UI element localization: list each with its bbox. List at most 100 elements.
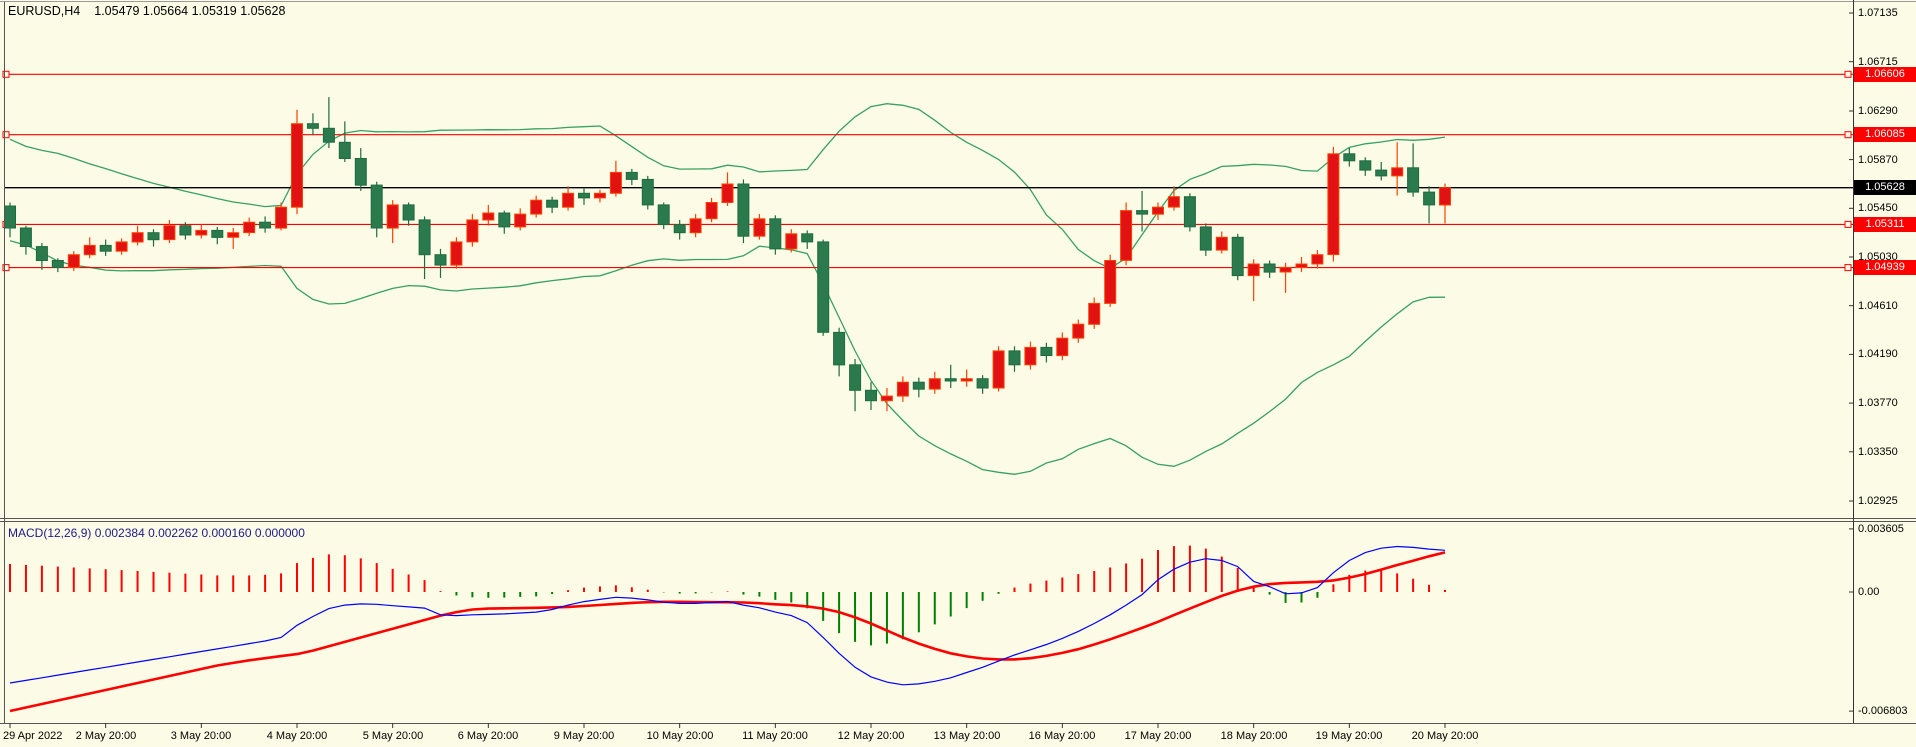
current-price-badge: 1.05628 bbox=[1854, 180, 1916, 195]
candle bbox=[530, 199, 543, 215]
candle bbox=[1152, 206, 1164, 215]
time-axis-label: 29 Apr 2022 bbox=[3, 730, 63, 742]
candle bbox=[498, 212, 511, 228]
candle bbox=[466, 219, 479, 243]
candle bbox=[179, 225, 192, 236]
candle bbox=[1247, 263, 1260, 277]
candle bbox=[1199, 226, 1212, 251]
time-axis-label: 12 May 20:00 bbox=[837, 730, 905, 742]
candle bbox=[131, 232, 144, 243]
candle bbox=[801, 233, 814, 243]
price-axis-label: 1.02925 bbox=[1858, 495, 1898, 507]
macd-indicator-label: MACD(12,26,9) 0.002384 0.002262 0.000160… bbox=[8, 526, 305, 540]
price-level-badge: 1.06606 bbox=[1854, 67, 1916, 82]
candle bbox=[211, 229, 224, 238]
candle bbox=[625, 171, 638, 180]
candle bbox=[1183, 196, 1196, 228]
candle bbox=[35, 246, 48, 262]
price-axis-label: 1.05450 bbox=[1858, 202, 1898, 214]
candle bbox=[562, 192, 575, 208]
line-drag-handle[interactable] bbox=[1844, 220, 1852, 228]
candle bbox=[944, 378, 957, 382]
time-axis-label: 17 May 20:00 bbox=[1124, 730, 1192, 742]
candle bbox=[83, 244, 96, 256]
candle bbox=[865, 389, 877, 402]
candle bbox=[737, 183, 750, 237]
candle bbox=[1120, 210, 1133, 261]
candle bbox=[1072, 323, 1085, 339]
candle bbox=[243, 221, 256, 234]
candle bbox=[1423, 191, 1436, 206]
candle bbox=[386, 204, 399, 229]
candle bbox=[1327, 153, 1340, 256]
candle bbox=[1167, 196, 1180, 208]
line-drag-handle[interactable] bbox=[2, 70, 10, 78]
candle bbox=[115, 241, 128, 252]
price-axis-label: 1.05870 bbox=[1858, 154, 1898, 166]
time-axis-label: 9 May 20:00 bbox=[553, 730, 615, 742]
line-drag-handle[interactable] bbox=[1844, 131, 1852, 139]
line-drag-handle[interactable] bbox=[1844, 264, 1852, 272]
candle bbox=[418, 219, 431, 256]
candle bbox=[849, 364, 862, 391]
candle bbox=[673, 224, 686, 234]
candle bbox=[370, 184, 383, 229]
candle bbox=[992, 350, 1005, 389]
candle bbox=[721, 183, 734, 203]
price-axis-label: 1.03770 bbox=[1858, 397, 1898, 409]
candle bbox=[753, 218, 766, 237]
candle bbox=[51, 260, 64, 268]
price-axis-label: 1.05030 bbox=[1858, 251, 1898, 263]
time-axis-label: 19 May 20:00 bbox=[1315, 730, 1383, 742]
price-axis-label: 1.06290 bbox=[1858, 105, 1898, 117]
line-drag-handle[interactable] bbox=[2, 264, 10, 272]
candle bbox=[1215, 236, 1228, 251]
candle bbox=[705, 202, 718, 220]
candle bbox=[896, 381, 909, 397]
candle bbox=[657, 204, 670, 226]
candle bbox=[147, 232, 160, 241]
macd-main-line bbox=[9, 545, 1446, 686]
candle bbox=[195, 229, 208, 236]
candle bbox=[402, 204, 415, 221]
candle bbox=[546, 199, 559, 208]
candle bbox=[163, 225, 176, 241]
candle bbox=[291, 123, 303, 208]
candle bbox=[1295, 263, 1308, 268]
candle bbox=[514, 213, 527, 228]
candle bbox=[67, 254, 80, 268]
candle bbox=[482, 212, 495, 221]
line-drag-handle[interactable] bbox=[2, 131, 10, 139]
price-level-badge: 1.04939 bbox=[1854, 260, 1916, 275]
time-axis-label: 2 May 20:00 bbox=[75, 730, 137, 742]
candle bbox=[880, 395, 893, 402]
price-level-badge: 1.05311 bbox=[1854, 217, 1916, 232]
time-axis-label: 18 May 20:00 bbox=[1220, 730, 1288, 742]
candle bbox=[912, 381, 925, 390]
time-axis-label: 20 May 20:00 bbox=[1411, 730, 1479, 742]
candle bbox=[960, 378, 973, 382]
time-axis-label: 16 May 20:00 bbox=[1028, 730, 1096, 742]
candle bbox=[609, 171, 622, 194]
candle bbox=[976, 378, 989, 389]
candle bbox=[641, 178, 654, 206]
time-axis-label: 11 May 20:00 bbox=[742, 730, 808, 742]
ohlc-values-label: 1.05479 1.05664 1.05319 1.05628 bbox=[94, 4, 286, 18]
candle bbox=[1439, 187, 1451, 206]
candle bbox=[99, 244, 112, 252]
candle bbox=[1311, 254, 1324, 265]
macd-axis-label: 0.003605 bbox=[1858, 523, 1904, 535]
candle bbox=[1008, 350, 1021, 366]
symbol-period-label: EURUSD,H4 bbox=[8, 4, 81, 18]
line-drag-handle[interactable] bbox=[1844, 70, 1852, 78]
candle bbox=[4, 205, 16, 229]
candle bbox=[1136, 210, 1149, 215]
candle bbox=[1343, 153, 1356, 162]
time-axis-label: 6 May 20:00 bbox=[457, 730, 519, 742]
candle bbox=[19, 227, 32, 247]
time-axis-label: 5 May 20:00 bbox=[362, 730, 424, 742]
candle bbox=[306, 123, 319, 129]
